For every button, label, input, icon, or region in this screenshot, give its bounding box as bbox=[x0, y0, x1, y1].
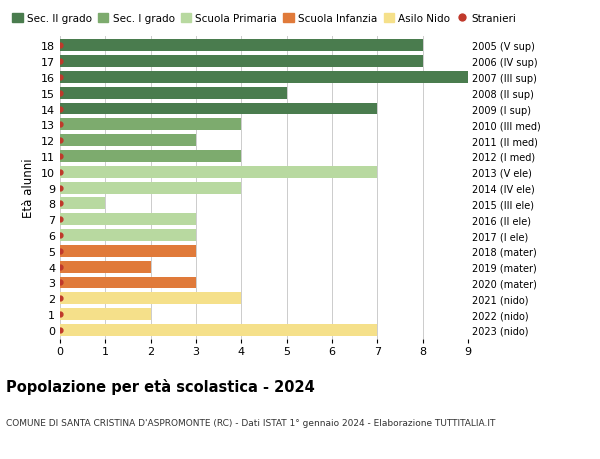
Bar bbox=[60, 167, 377, 179]
Bar bbox=[60, 198, 106, 210]
Y-axis label: Età alunni: Età alunni bbox=[22, 158, 35, 218]
Bar bbox=[60, 88, 287, 100]
Bar bbox=[60, 40, 422, 52]
Bar bbox=[60, 230, 196, 241]
Bar bbox=[60, 182, 241, 194]
Bar bbox=[60, 151, 241, 162]
Bar bbox=[60, 324, 377, 336]
Bar bbox=[60, 214, 196, 226]
Bar bbox=[60, 277, 196, 289]
Bar bbox=[60, 308, 151, 320]
Bar bbox=[60, 72, 468, 84]
Text: Popolazione per età scolastica - 2024: Popolazione per età scolastica - 2024 bbox=[6, 379, 315, 395]
Bar bbox=[60, 135, 196, 147]
Text: COMUNE DI SANTA CRISTINA D'ASPROMONTE (RC) - Dati ISTAT 1° gennaio 2024 - Elabor: COMUNE DI SANTA CRISTINA D'ASPROMONTE (R… bbox=[6, 418, 496, 427]
Bar bbox=[60, 293, 241, 305]
Bar bbox=[60, 261, 151, 273]
Bar bbox=[60, 119, 241, 131]
Bar bbox=[60, 56, 422, 68]
Bar bbox=[60, 103, 377, 115]
Legend: Sec. II grado, Sec. I grado, Scuola Primaria, Scuola Infanzia, Asilo Nido, Stran: Sec. II grado, Sec. I grado, Scuola Prim… bbox=[8, 10, 520, 28]
Bar bbox=[60, 246, 196, 257]
